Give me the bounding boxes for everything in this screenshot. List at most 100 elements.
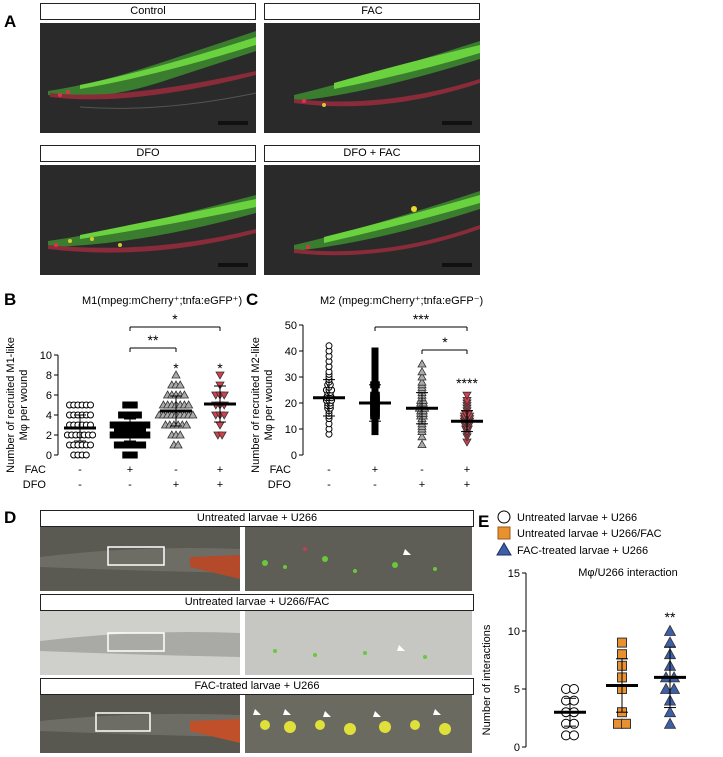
m2-bracket-1-sig: *** xyxy=(413,311,430,327)
m1-dfo-cond-2: - xyxy=(128,479,132,491)
data-point xyxy=(569,718,579,729)
m1-fac-cond-4: + xyxy=(217,464,223,476)
m2-fac-cond-4: + xyxy=(464,464,470,476)
data-point xyxy=(462,391,472,401)
data-point xyxy=(179,390,190,399)
data-point xyxy=(569,684,579,694)
data-point xyxy=(89,431,97,439)
m1-y-label-1: Number of recruited M1-like xyxy=(5,337,17,473)
y-tick-label: 10 xyxy=(285,424,297,436)
data-point xyxy=(130,401,138,409)
data-point xyxy=(219,391,229,400)
m2-fac-cond-3: - xyxy=(420,464,424,476)
m1-group-4-sig: * xyxy=(217,360,223,376)
dfo-fac-tail-image xyxy=(264,165,480,275)
panel-b-letter: B xyxy=(4,290,17,309)
e-y-label: Number of interactions xyxy=(481,624,493,735)
arrowhead-icon xyxy=(323,711,331,717)
legend-triangle-icon xyxy=(496,542,512,556)
data-point xyxy=(621,718,631,729)
y-tick-label: 15 xyxy=(508,568,520,580)
y-tick-label: 8 xyxy=(46,370,52,382)
d-row-2-zoom xyxy=(245,611,472,675)
d-row-2-overview-image xyxy=(40,611,240,675)
zoom-box xyxy=(95,712,151,732)
y-tick-label: 50 xyxy=(285,320,297,332)
data-point xyxy=(143,421,151,429)
data-point xyxy=(183,400,194,409)
y-tick-label: 10 xyxy=(508,626,520,638)
d-row-3-overview xyxy=(40,695,240,753)
m2-bracket-2-sig: * xyxy=(442,334,448,350)
m1-chart: Number of recruited M1-like Mφ per wound… xyxy=(5,311,236,491)
m1-fac-row-label: FAC xyxy=(25,464,46,476)
data-point xyxy=(417,377,427,386)
control-micrograph xyxy=(40,23,256,133)
data-point xyxy=(325,342,333,350)
m1-dfo-row-label: DFO xyxy=(23,479,47,491)
dfo-label: DFO xyxy=(40,145,256,162)
m2-y-label-1: Number of recruited M2-like xyxy=(250,337,262,473)
panel-e-letter: E xyxy=(478,512,490,531)
data-point xyxy=(217,431,227,440)
d-row-2-overview xyxy=(40,611,240,675)
d-row-3-zoom xyxy=(245,695,472,753)
d-row-3-overview-image xyxy=(40,695,240,753)
m2-dfo-row-label: DFO xyxy=(268,479,292,491)
data-point xyxy=(175,430,185,439)
data-point xyxy=(143,431,151,439)
data-point xyxy=(175,380,185,389)
data-point xyxy=(130,451,138,459)
m2-chart-title: M2 (mpeg:mCherry⁺;tnfa:eGFP⁻) xyxy=(320,295,484,307)
y-tick-label: 4 xyxy=(46,410,52,422)
data-point xyxy=(417,439,427,448)
scale-bar xyxy=(442,263,472,267)
data-point xyxy=(139,441,147,449)
dfo-micrograph xyxy=(40,165,256,275)
arrowhead-icon xyxy=(433,709,441,715)
y-tick-label: 0 xyxy=(291,450,297,462)
data-point xyxy=(181,420,192,429)
dfo-fac-label: DFO + FAC xyxy=(264,145,480,162)
data-point xyxy=(417,372,427,381)
y-tick-label: 5 xyxy=(514,684,520,696)
m1-dfo-cond-1: - xyxy=(78,479,82,491)
data-point xyxy=(667,682,681,694)
data-point xyxy=(188,410,198,419)
data-point xyxy=(417,431,427,441)
scale-bar xyxy=(218,121,248,125)
data-point xyxy=(82,451,90,459)
data-point xyxy=(417,366,427,376)
legend-label-3: FAC-treated larvae + U266 xyxy=(517,545,648,557)
m2-fac-cond-2: + xyxy=(372,464,378,476)
m2-dfo-cond-1: - xyxy=(327,479,331,491)
data-point xyxy=(171,370,181,379)
m1-y-label-2: Mφ per wound xyxy=(18,370,30,441)
y-tick-label: 20 xyxy=(285,398,297,410)
panel-c-letter: C xyxy=(246,290,259,309)
arrowhead-icon xyxy=(373,711,381,717)
m1-bracket-2-sig: * xyxy=(172,311,178,327)
m2-group-4-sig: **** xyxy=(456,375,478,391)
data-point xyxy=(663,624,677,636)
y-tick-label: 40 xyxy=(285,346,297,358)
y-tick-label: 10 xyxy=(40,350,52,362)
legend-circle-icon xyxy=(497,510,511,524)
d-row-2-zoom-image xyxy=(245,611,472,675)
data-point xyxy=(87,401,94,409)
m1-group-3-sig: * xyxy=(173,360,179,376)
y-tick-label: 2 xyxy=(46,430,52,442)
panel-d-letter: D xyxy=(4,508,17,527)
dfo-tail-image xyxy=(40,165,256,275)
data-point xyxy=(663,717,677,729)
scale-bar xyxy=(442,121,472,125)
e-legend: Untreated larvae + U266 Untreated larvae… xyxy=(496,510,662,557)
y-tick-label: 0 xyxy=(514,742,520,754)
arrowhead-icon xyxy=(283,709,291,715)
d-row-1-overview xyxy=(40,527,240,591)
d-row-3-zoom-image xyxy=(245,695,472,753)
control-label: Control xyxy=(40,3,256,20)
m2-dfo-cond-4: + xyxy=(464,479,470,491)
dfo-fac-micrograph xyxy=(264,165,480,275)
m2-dfo-cond-3: + xyxy=(419,479,425,491)
